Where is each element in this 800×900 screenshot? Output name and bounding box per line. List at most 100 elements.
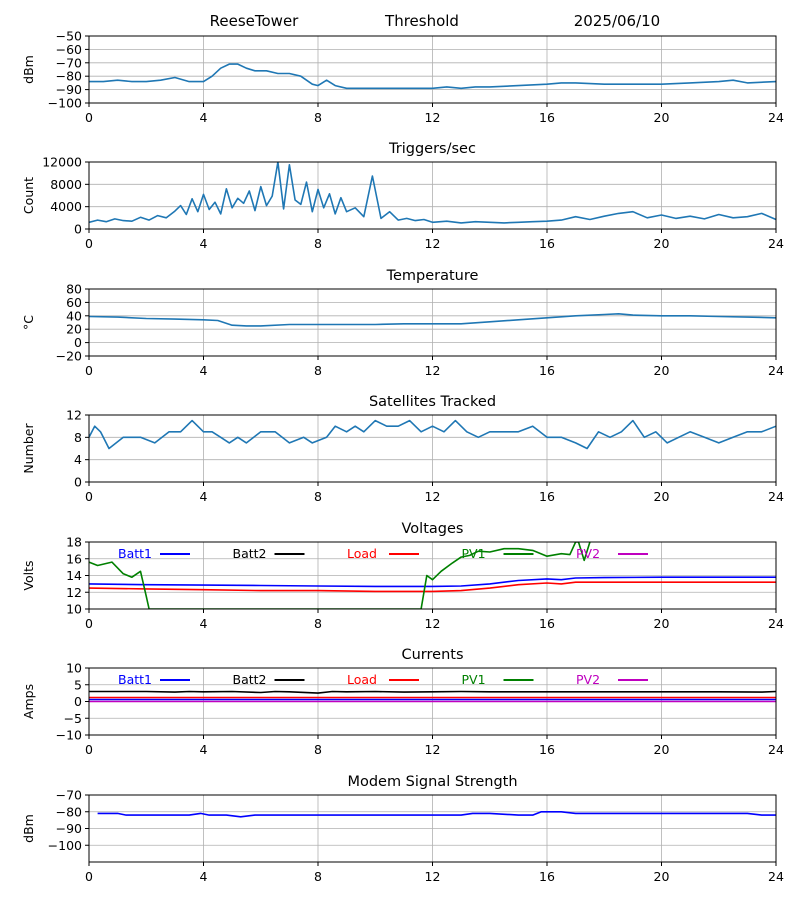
y-axis-label: Amps — [21, 684, 36, 719]
x-tick-label: 8 — [314, 869, 322, 884]
x-tick-label: 8 — [314, 489, 322, 504]
x-tick-label: 12 — [425, 742, 441, 757]
legend-label-batt1: Batt1 — [118, 672, 152, 687]
legend-label-batt2: Batt2 — [233, 546, 267, 561]
y-tick-label: 4000 — [50, 199, 82, 214]
chart-title: Temperature — [386, 268, 479, 284]
y-tick-label: −5 — [64, 711, 82, 726]
x-tick-label: 20 — [654, 869, 670, 884]
x-tick-label: 8 — [314, 616, 322, 631]
x-tick-label: 0 — [85, 236, 93, 251]
x-tick-label: 0 — [85, 110, 93, 125]
x-tick-label: 20 — [654, 363, 670, 378]
y-tick-label: 14 — [66, 568, 82, 583]
series-line-batt2 — [89, 690, 776, 694]
y-tick-label: 5 — [74, 677, 82, 692]
y-tick-label: 0 — [74, 335, 82, 350]
y-tick-label: 0 — [74, 222, 82, 237]
chart-signal: 0 4 8 12 16 20 24 −100−90−80−70−60−50 dBm — [21, 29, 784, 126]
x-tick-label: 16 — [539, 742, 555, 757]
y-tick-label: 12 — [66, 408, 82, 423]
series-line — [97, 810, 776, 818]
series-line — [89, 419, 776, 450]
legend: Batt1 Batt2 Load PV1 PV2 — [118, 672, 648, 687]
series-line-load — [89, 581, 776, 593]
x-tick-label: 4 — [200, 236, 208, 251]
figure-header: ReeseTower Threshold 2025/06/10 — [210, 12, 661, 30]
x-tick-label: 16 — [539, 489, 555, 504]
x-tick-label: 4 — [200, 363, 208, 378]
y-tick-label: 4 — [74, 452, 82, 467]
y-axis-label: Count — [21, 177, 36, 214]
x-tick-label: 24 — [768, 110, 784, 125]
x-tick-label: 24 — [768, 742, 784, 757]
header-mode: Threshold — [384, 12, 459, 30]
x-tick-label: 24 — [768, 363, 784, 378]
chart-title: Satellites Tracked — [369, 394, 496, 410]
x-tick-label: 8 — [314, 236, 322, 251]
chart-title: Currents — [401, 647, 463, 663]
legend-label-pv1: PV1 — [462, 672, 486, 687]
y-tick-label: −100 — [48, 838, 82, 853]
x-tick-label: 20 — [654, 742, 670, 757]
x-tick-label: 0 — [85, 616, 93, 631]
x-tick-label: 20 — [654, 110, 670, 125]
y-tick-label: 60 — [66, 295, 82, 310]
x-tick-label: 12 — [425, 363, 441, 378]
y-axis-label: Number — [21, 423, 36, 474]
x-tick-label: 20 — [654, 489, 670, 504]
y-axis-label: dBm — [21, 55, 36, 84]
legend-label-load: Load — [347, 546, 377, 561]
x-tick-label: 0 — [85, 363, 93, 378]
y-tick-label: −70 — [56, 55, 82, 70]
chart-title: Triggers/sec — [388, 141, 476, 157]
y-tick-label: −20 — [56, 349, 82, 364]
legend-label-batt1: Batt1 — [118, 546, 152, 561]
y-tick-label: −100 — [48, 96, 82, 111]
legend-label-pv2: PV2 — [576, 546, 600, 561]
series-line-batt1 — [89, 576, 776, 588]
x-tick-label: 8 — [314, 363, 322, 378]
chart-title: Voltages — [402, 521, 464, 537]
y-axis-label: Volts — [21, 560, 36, 590]
x-tick-label: 12 — [425, 616, 441, 631]
y-tick-label: 8 — [74, 430, 82, 445]
chart-satellites: 0 4 8 12 16 20 24 0 4 8 12 Satellites Tracked Number — [21, 394, 784, 504]
y-tick-label: 16 — [66, 551, 82, 566]
x-tick-label: 8 — [314, 110, 322, 125]
x-tick-label: 24 — [768, 869, 784, 884]
x-tick-label: 16 — [539, 363, 555, 378]
legend-label-load: Load — [347, 672, 377, 687]
y-tick-label: −90 — [56, 82, 82, 97]
x-tick-label: 0 — [85, 869, 93, 884]
y-tick-label: −80 — [56, 69, 82, 84]
x-tick-label: 20 — [654, 236, 670, 251]
legend-label-pv1: PV1 — [462, 546, 486, 561]
y-tick-label: 0 — [74, 694, 82, 709]
y-tick-label: 12 — [66, 585, 82, 600]
x-tick-label: 0 — [85, 489, 93, 504]
y-axis-label: °C — [21, 315, 36, 330]
y-tick-label: 10 — [66, 661, 82, 676]
legend-label-pv2: PV2 — [576, 672, 600, 687]
x-tick-label: 4 — [200, 742, 208, 757]
y-tick-label: 18 — [66, 535, 82, 550]
x-tick-label: 24 — [768, 236, 784, 251]
y-tick-label: −90 — [56, 821, 82, 836]
y-tick-label: 0 — [74, 475, 82, 490]
chart-title: Modem Signal Strength — [347, 774, 517, 790]
chart-triggers: 0 4 8 12 16 20 24 0 4000 8000 12000 Triggers/sec Cou… — [21, 141, 784, 251]
y-tick-label: −80 — [56, 804, 82, 819]
x-tick-label: 20 — [654, 616, 670, 631]
header-date: 2025/06/10 — [574, 12, 660, 30]
y-tick-label: −70 — [56, 788, 82, 803]
y-tick-label: −60 — [56, 42, 82, 57]
x-tick-label: 4 — [200, 616, 208, 631]
x-tick-label: 12 — [425, 110, 441, 125]
legend: Batt1 Batt2 Load PV1 PV2 — [118, 546, 648, 561]
